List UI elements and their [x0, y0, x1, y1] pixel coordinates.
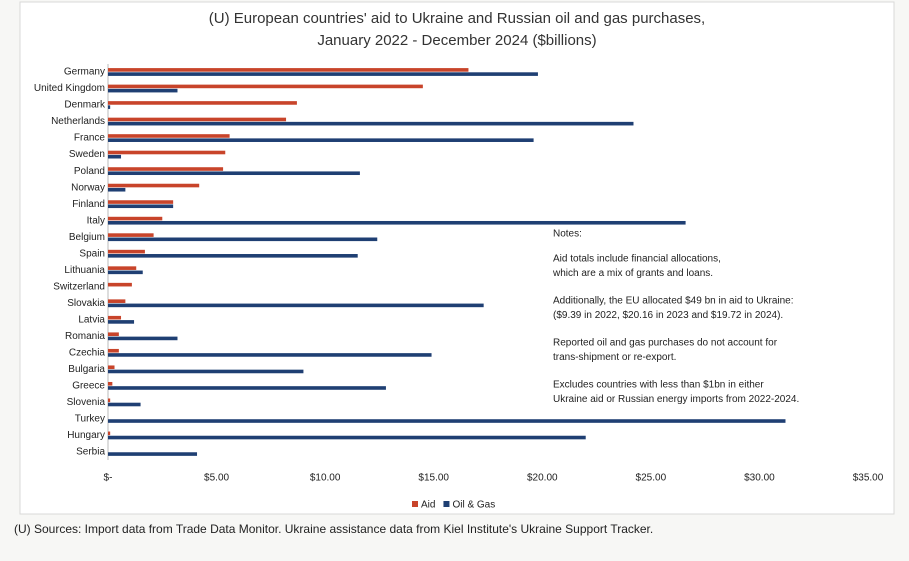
bar [108, 204, 174, 209]
bar [108, 220, 686, 225]
bar [108, 315, 122, 320]
category-label: Hungary [67, 430, 105, 441]
category-label: France [74, 133, 106, 144]
bar [108, 72, 538, 76]
bar [108, 266, 137, 270]
category-label: Slovenia [67, 397, 106, 408]
x-tick-label: $25.00 [636, 473, 667, 484]
note-line: Aid totals include financial allocations… [553, 254, 721, 265]
x-tick-label: $15.00 [418, 473, 449, 484]
category-label: Denmark [64, 100, 106, 111]
bar [108, 121, 634, 126]
category-label: United Kingdom [34, 83, 105, 94]
category-label: Serbia [76, 447, 105, 458]
bar [108, 171, 360, 176]
bar [108, 101, 297, 105]
category-label: Switzerland [53, 281, 105, 292]
bar [108, 386, 386, 390]
bar [108, 183, 200, 188]
category-label: Czechia [69, 347, 106, 358]
bar [108, 348, 119, 353]
note-line: Reported oil and gas purchases do not ac… [553, 338, 778, 349]
category-label: Spain [79, 248, 105, 259]
notes-heading: Notes: [553, 229, 582, 240]
category-label: Belgium [69, 232, 105, 243]
bar [108, 134, 230, 138]
category-label: Turkey [75, 414, 105, 425]
bar [108, 150, 226, 155]
category-label: Netherlands [51, 116, 105, 127]
source-note: (U) Sources: Import data from Trade Data… [14, 522, 653, 536]
bar [108, 138, 534, 142]
note-line: Excludes countries with less than $1bn i… [553, 380, 764, 391]
bar [108, 233, 154, 237]
bar [108, 369, 304, 374]
bar [108, 88, 178, 93]
category-label: Greece [72, 381, 105, 392]
bar [108, 299, 126, 303]
bar [108, 105, 111, 109]
bar [108, 154, 122, 159]
category-label: Poland [74, 166, 105, 177]
x-tick-label: $20.00 [527, 473, 558, 484]
bar [108, 452, 198, 456]
bar [108, 431, 111, 436]
category-label: Norway [71, 182, 105, 193]
bar [108, 398, 111, 403]
chart-subtitle: January 2022 - December 2024 ($billions) [317, 32, 596, 49]
bar [108, 332, 119, 337]
x-tick-label: $30.00 [744, 473, 775, 484]
x-tick-label: $5.00 [204, 473, 229, 484]
x-tick-label: $35.00 [853, 473, 884, 484]
legend-swatch [412, 501, 418, 507]
bar [108, 68, 469, 72]
category-label: Bulgaria [68, 364, 105, 375]
legend-label: Oil & Gas [452, 500, 495, 511]
bar [108, 167, 224, 171]
bar [108, 353, 432, 357]
bar [108, 249, 145, 254]
category-label: Latvia [78, 314, 105, 325]
bar [108, 282, 132, 287]
chart-title: (U) European countries' aid to Ukraine a… [209, 10, 705, 27]
category-label: Lithuania [64, 265, 105, 276]
note-line: Ukraine aid or Russian energy imports fr… [553, 394, 799, 405]
bar [108, 320, 135, 324]
bar [108, 336, 178, 341]
x-tick-label: $10.00 [310, 473, 341, 484]
legend-swatch [443, 501, 450, 507]
bar [108, 187, 126, 192]
category-label: Sweden [69, 149, 105, 160]
category-label: Germany [64, 67, 105, 78]
bar [108, 270, 143, 275]
bar [108, 435, 586, 440]
bar [108, 254, 358, 258]
note-line: Additionally, the EU allocated $49 bn in… [553, 296, 794, 307]
category-label: Slovakia [67, 298, 105, 309]
bar [108, 216, 163, 221]
bar [108, 117, 287, 122]
legend-label: Aid [421, 500, 435, 511]
x-tick-label: $- [104, 473, 113, 484]
bar [108, 84, 423, 89]
bar [108, 381, 113, 386]
bar [108, 365, 115, 370]
bar [108, 200, 174, 204]
bar [108, 419, 786, 423]
category-label: Finland [72, 199, 105, 210]
note-line: ($9.39 in 2022, $20.16 in 2023 and $19.7… [553, 310, 783, 321]
note-line: trans-shipment or re-export. [553, 352, 676, 363]
note-line: which are a mix of grants and loans. [552, 268, 713, 279]
bar [108, 402, 141, 407]
bar [108, 237, 378, 242]
bar [108, 303, 484, 308]
category-label: Romania [65, 331, 105, 342]
category-label: Italy [87, 215, 105, 226]
